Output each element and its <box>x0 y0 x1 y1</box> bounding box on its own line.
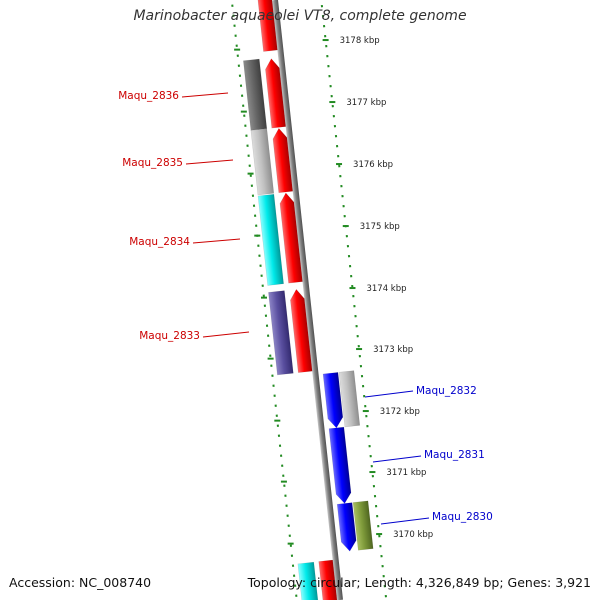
gene-label-maqu-2836[interactable]: Maqu_2836 <box>118 90 179 102</box>
genome-title: Marinobacter aquaeolei VT8, complete gen… <box>133 8 467 24</box>
gene-block-dgray-2836 <box>243 58 268 131</box>
gene-arrow-blue-2832 <box>322 372 344 429</box>
gene-block-cyan-2834 <box>257 193 284 286</box>
gene-leader-line <box>372 455 422 463</box>
kbp-label: 3177 kbp <box>346 98 386 108</box>
gene-block-olive-2830 <box>352 500 374 551</box>
accession-text: Accession: NC_008740 <box>9 575 152 590</box>
gene-arrow-red-bottom <box>318 559 338 600</box>
gene-arrow-blue-2831 <box>328 426 352 504</box>
gene-arrow-blue-2830 <box>336 502 357 552</box>
kbp-label: 3172 kbp <box>380 407 420 417</box>
kbp-label: 3176 kbp <box>353 160 393 170</box>
kbp-label: 3170 kbp <box>393 530 433 540</box>
gene-label-maqu-2833[interactable]: Maqu_2833 <box>139 330 200 342</box>
gene-block-cyan-bottom <box>297 561 319 600</box>
gene-label-maqu-2830[interactable]: Maqu_2830 <box>432 511 493 523</box>
kbp-label: 3175 kbp <box>360 222 400 232</box>
gene-arrow-red-1 <box>265 58 286 129</box>
gene-label-maqu-2832[interactable]: Maqu_2832 <box>416 385 477 397</box>
gene-arrow-red-4 <box>290 288 313 373</box>
gene-label-maqu-2835[interactable]: Maqu_2835 <box>122 157 183 169</box>
gene-label-maqu-2834[interactable]: Maqu_2834 <box>129 236 190 248</box>
gene-leader-line <box>181 92 229 98</box>
gene-leader-line <box>192 238 241 244</box>
gene-leader-line <box>185 159 234 165</box>
gene-arrow-red-2 <box>272 127 293 193</box>
topology-text: Topology: circular; Length: 4,326,849 bp… <box>247 575 591 590</box>
kbp-label: 3171 kbp <box>386 468 426 478</box>
gene-label-maqu-2831[interactable]: Maqu_2831 <box>424 449 485 461</box>
gene-arrow-red-top <box>257 0 278 52</box>
gene-leader-line <box>202 331 250 338</box>
kbp-label: 3178 kbp <box>340 36 380 46</box>
gene-block-lgray-2835 <box>250 128 275 196</box>
gene-leader-line <box>364 390 414 398</box>
gene-arrow-red-3 <box>279 192 303 284</box>
gene-block-purple-2833 <box>268 290 294 376</box>
gene-leader-line <box>380 517 430 525</box>
kbp-label: 3173 kbp <box>373 345 413 355</box>
gene-block-lgray-2832 <box>338 370 361 428</box>
right-tick-guide <box>320 4 387 598</box>
genome-backbone <box>272 0 343 600</box>
kbp-label: 3174 kbp <box>366 284 406 294</box>
left-tick-guide <box>231 4 298 597</box>
